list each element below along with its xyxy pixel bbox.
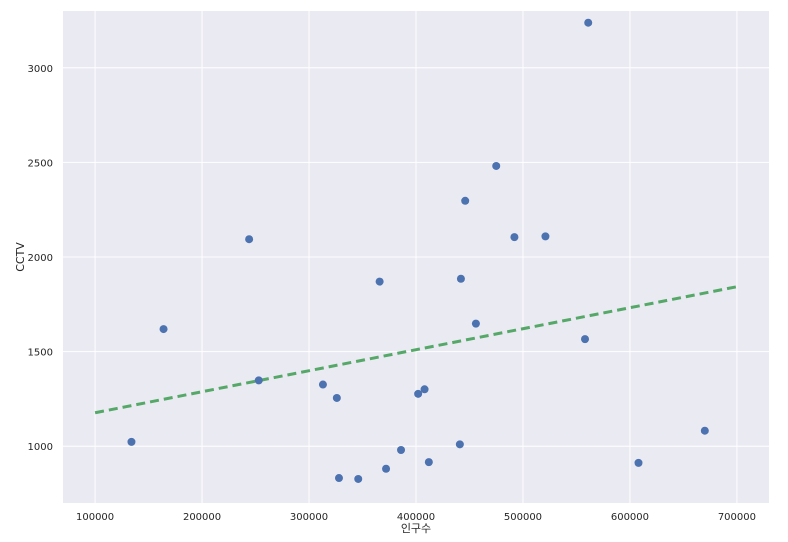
data-point [541,232,550,241]
trend-line-group [94,285,738,415]
data-point [375,277,384,286]
x-tick-label: 400000 [397,512,435,523]
data-point [245,235,254,244]
data-point [510,233,519,242]
grid-lines [63,11,769,503]
data-point [424,458,433,467]
data-point [414,389,423,398]
x-axis-ticks: 100000 200000 300000 400000 500000 600000 7000… [76,512,756,523]
x-tick-label: 700000 [718,512,756,523]
x-tick-label: 200000 [183,512,221,523]
data-point [492,161,501,170]
y-axis-label: CCTV [14,242,27,272]
y-tick-label: 1000 [28,442,53,453]
y-tick-label: 2500 [28,158,53,169]
x-tick-label: 600000 [611,512,649,523]
x-tick-label: 300000 [290,512,328,523]
data-point [461,196,470,205]
x-tick-label: 500000 [504,512,542,523]
data-point [456,274,465,283]
data-point [581,335,590,344]
data-point [397,446,406,455]
data-point [332,393,341,402]
y-axis-ticks: 1000 1500 2000 2500 3000 [28,64,53,453]
y-tick-label: 3000 [28,64,53,75]
data-point [318,380,327,389]
data-point [634,458,643,467]
data-point [382,464,391,473]
x-axis-label: 인구수 [401,522,431,535]
data-point [127,437,136,446]
data-point [471,319,480,328]
data-point [584,18,593,27]
data-point [455,440,464,449]
y-tick-label: 2000 [28,253,53,264]
data-point [334,474,343,483]
y-tick-label: 1500 [28,348,53,359]
x-tick-label: 100000 [76,512,114,523]
data-points [127,18,709,483]
data-point [254,376,263,385]
data-point [420,385,429,394]
data-point [700,426,709,435]
data-point [159,325,168,334]
trend-line [94,285,738,415]
data-point [354,474,363,483]
